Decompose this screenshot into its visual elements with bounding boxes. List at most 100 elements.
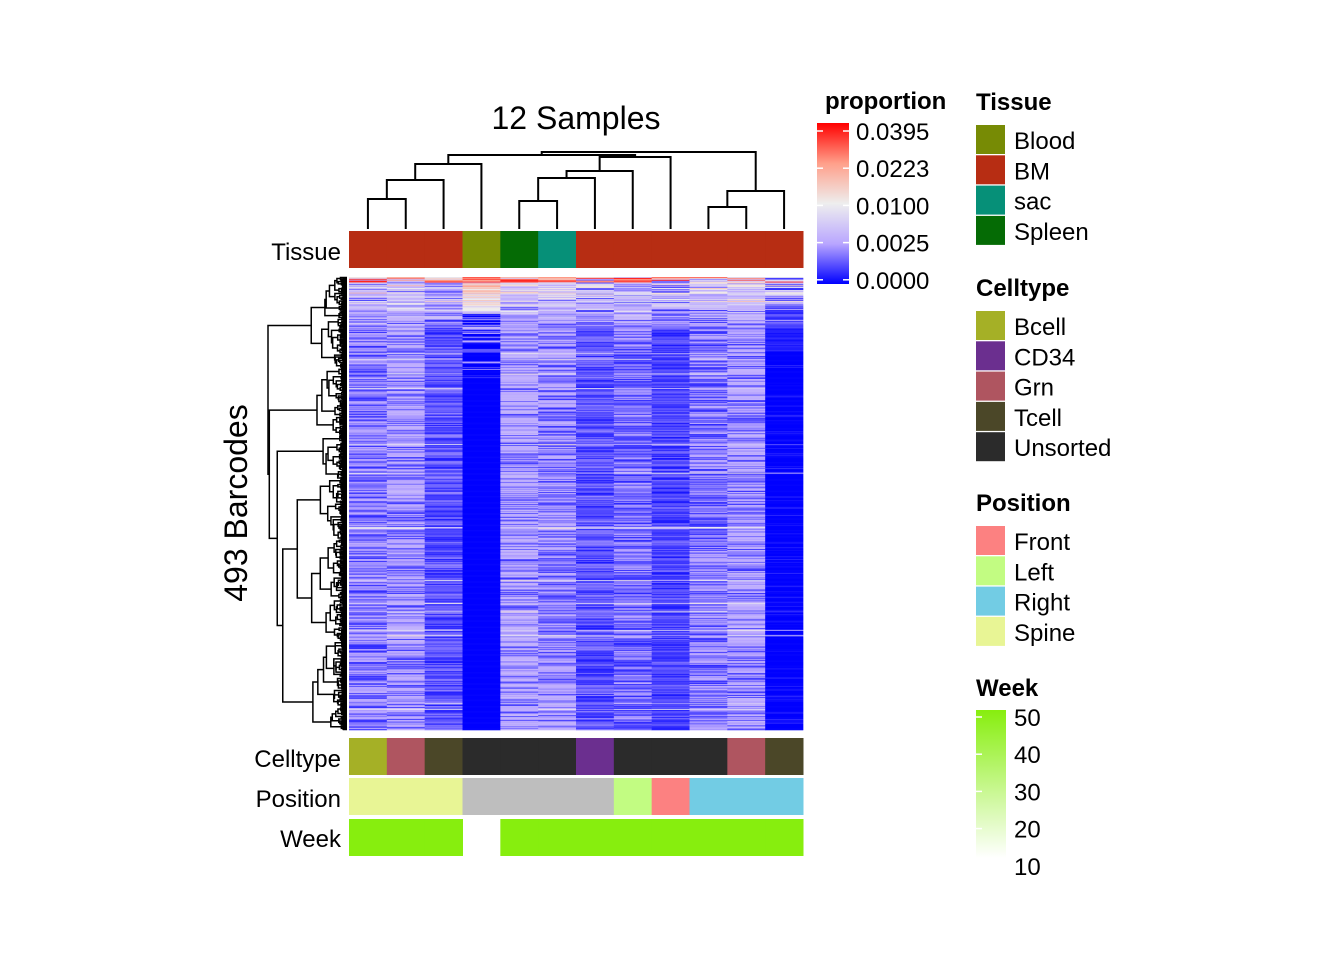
heatmap-cell bbox=[727, 521, 766, 523]
heatmap-cell bbox=[689, 460, 728, 462]
heatmap-cell bbox=[386, 278, 425, 281]
heatmap-cell bbox=[689, 395, 728, 397]
heatmap-cell bbox=[462, 444, 501, 446]
heatmap-cell bbox=[765, 585, 804, 587]
heatmap-cell bbox=[689, 619, 728, 621]
heatmap-cell bbox=[576, 483, 615, 485]
heatmap-cell bbox=[424, 306, 463, 308]
heatmap-cell bbox=[765, 388, 804, 390]
heatmap-cell bbox=[576, 313, 615, 315]
heatmap-cell bbox=[424, 551, 463, 553]
heatmap-cell bbox=[765, 616, 804, 619]
heatmap-cell bbox=[538, 500, 577, 502]
heatmap-cell bbox=[386, 467, 425, 469]
heatmap-cell bbox=[689, 628, 728, 631]
heatmap-cell bbox=[386, 464, 425, 466]
heatmap-cell bbox=[651, 453, 690, 455]
heatmap-cell bbox=[689, 533, 728, 535]
heatmap-cell bbox=[386, 381, 425, 383]
heatmap-cell bbox=[689, 638, 728, 640]
heatmap-cell bbox=[651, 526, 690, 529]
heatmap-cell bbox=[462, 351, 501, 353]
heatmap-cell bbox=[765, 339, 804, 341]
heatmap-cell bbox=[689, 310, 728, 313]
heatmap-cell bbox=[576, 650, 615, 652]
heatmap-cell bbox=[765, 492, 804, 495]
heatmap-cell bbox=[689, 586, 728, 588]
heatmap-cell bbox=[349, 547, 388, 549]
heatmap-cell bbox=[462, 599, 501, 601]
heatmap-cell bbox=[386, 575, 425, 577]
heatmap-cell bbox=[500, 599, 539, 601]
heatmap-cell bbox=[576, 430, 615, 432]
heatmap-cell bbox=[651, 572, 690, 575]
heatmap-cell bbox=[500, 352, 539, 354]
heatmap-cell bbox=[651, 353, 690, 355]
heatmap-cell bbox=[462, 539, 501, 542]
heatmap-cell bbox=[349, 488, 388, 490]
heatmap-cell bbox=[689, 281, 728, 283]
heatmap-cell bbox=[689, 544, 728, 546]
heatmap-cell bbox=[424, 297, 463, 299]
heatmap-cell bbox=[424, 466, 463, 468]
heatmap-cell bbox=[386, 519, 425, 521]
heatmap-cell bbox=[500, 537, 539, 539]
heatmap-cell bbox=[538, 508, 577, 510]
heatmap-cell bbox=[689, 287, 728, 289]
heatmap-cell bbox=[689, 341, 728, 343]
heatmap-cell bbox=[538, 336, 577, 338]
heatmap-cell bbox=[538, 340, 577, 342]
heatmap-cell bbox=[500, 610, 539, 612]
heatmap-cell bbox=[689, 490, 728, 492]
heatmap-cell bbox=[613, 423, 652, 425]
heatmap-cell bbox=[613, 398, 652, 400]
heatmap-cell bbox=[765, 462, 804, 464]
heatmap-cell bbox=[424, 590, 463, 592]
heatmap-cell bbox=[576, 605, 615, 608]
heatmap-cell bbox=[727, 510, 766, 512]
heatmap-cell bbox=[613, 370, 652, 372]
heatmap-cell bbox=[462, 500, 501, 502]
heatmap-cell bbox=[424, 384, 463, 386]
heatmap-cell bbox=[727, 306, 766, 308]
heatmap-cell bbox=[500, 519, 539, 521]
heatmap-cell bbox=[613, 405, 652, 407]
heatmap-cell bbox=[462, 620, 501, 622]
heatmap-cell bbox=[576, 522, 615, 524]
heatmap-cell bbox=[576, 607, 615, 610]
heatmap-cell bbox=[500, 523, 539, 525]
heatmap-cell bbox=[386, 377, 425, 379]
heatmap-cell bbox=[500, 403, 539, 406]
heatmap-cell bbox=[349, 512, 388, 514]
heatmap-cell bbox=[500, 372, 539, 374]
heatmap-cell bbox=[765, 499, 804, 501]
heatmap-cell bbox=[576, 330, 615, 332]
heatmap-cell bbox=[613, 471, 652, 474]
heatmap-cell bbox=[538, 532, 577, 534]
heatmap-cell bbox=[500, 360, 539, 362]
heatmap-cell bbox=[765, 612, 804, 614]
heatmap-cell bbox=[765, 410, 804, 412]
heatmap-cell bbox=[462, 575, 501, 577]
heatmap-cell bbox=[424, 562, 463, 564]
heatmap-cell bbox=[386, 392, 425, 394]
heatmap-cell bbox=[386, 319, 425, 321]
heatmap-cell bbox=[538, 474, 577, 476]
heatmap-cell bbox=[424, 388, 463, 390]
heatmap-cell bbox=[424, 291, 463, 293]
heatmap-cell bbox=[500, 373, 539, 375]
heatmap-cell bbox=[424, 301, 463, 304]
heatmap-cell bbox=[386, 639, 425, 641]
heatmap-cell bbox=[349, 653, 388, 655]
heatmap-cell bbox=[727, 650, 766, 652]
heatmap-cell bbox=[349, 503, 388, 506]
heatmap-cell bbox=[500, 560, 539, 562]
heatmap-cell bbox=[727, 553, 766, 555]
heatmap-cell bbox=[765, 464, 804, 466]
heatmap-cell bbox=[576, 475, 615, 477]
heatmap-cell bbox=[386, 610, 425, 612]
heatmap-cell bbox=[538, 567, 577, 569]
heatmap-cell bbox=[727, 435, 766, 438]
heatmap-cell bbox=[689, 603, 728, 605]
heatmap-cell bbox=[651, 288, 690, 291]
